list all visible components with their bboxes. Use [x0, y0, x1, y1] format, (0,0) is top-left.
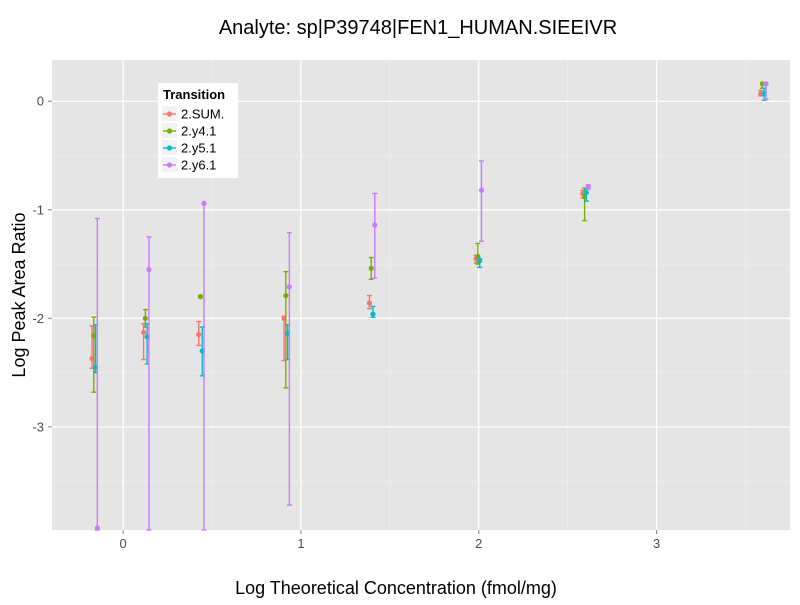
- data-point: [94, 525, 100, 531]
- legend-label: 2.SUM.: [181, 107, 224, 122]
- data-point: [478, 187, 485, 193]
- legend-label: 2.y6.1: [181, 158, 216, 173]
- data-point: [758, 91, 764, 97]
- data-point: [146, 266, 152, 273]
- y-tick-label: -1: [32, 202, 44, 217]
- legend: Transition 2.SUM. 2.y4.1 2.y5.1 2.y6.1: [158, 83, 238, 178]
- legend-key-point: [166, 145, 173, 151]
- data-point: [475, 253, 481, 260]
- data-point: [763, 81, 769, 87]
- y-axis-label: Log Peak Area Ratio: [9, 212, 29, 377]
- data-point: [197, 294, 204, 300]
- data-point: [370, 311, 376, 317]
- x-tick-label: 0: [120, 536, 127, 551]
- y-tick-label: -3: [32, 419, 44, 434]
- x-tick-label: 3: [653, 536, 660, 551]
- data-point: [286, 284, 293, 290]
- x-tick-label: 2: [475, 536, 482, 551]
- data-point: [585, 184, 591, 190]
- chart-title: Analyte: sp|P39748|FEN1_HUMAN.SIEEIVR: [219, 17, 617, 39]
- data-point: [368, 265, 374, 272]
- legend-label: 2.y5.1: [181, 141, 216, 156]
- data-point: [366, 300, 373, 306]
- data-point: [140, 329, 147, 336]
- data-point: [201, 200, 207, 206]
- series-layer: [89, 81, 769, 531]
- x-axis: 0 1 2 3: [120, 530, 660, 551]
- data-point: [583, 189, 589, 196]
- series: [94, 81, 769, 531]
- y-tick-label: -2: [32, 311, 44, 326]
- legend-key-point: [166, 111, 173, 117]
- data-point: [477, 258, 483, 264]
- data-point: [142, 315, 148, 321]
- data-point: [372, 222, 378, 228]
- data-point: [196, 332, 202, 338]
- y-tick-label: 0: [37, 94, 44, 109]
- data-point: [283, 292, 289, 299]
- legend-items: 2.SUM. 2.y4.1 2.y5.1 2.y6.1: [162, 106, 224, 173]
- legend-title: Transition: [163, 87, 225, 102]
- legend-key-point: [166, 128, 173, 134]
- y-axis: -3 -2 -1 0: [32, 94, 52, 434]
- x-axis-label: Log Theoretical Concentration (fmol/mg): [235, 578, 557, 598]
- legend-key-point: [166, 162, 173, 168]
- legend-label: 2.y4.1: [181, 124, 216, 139]
- x-tick-label: 1: [297, 536, 304, 551]
